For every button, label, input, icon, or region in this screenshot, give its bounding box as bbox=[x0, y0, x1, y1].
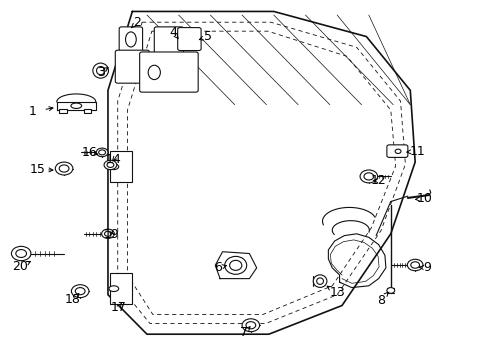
Circle shape bbox=[75, 288, 85, 295]
Bar bbox=[83, 109, 91, 113]
Text: 14: 14 bbox=[106, 153, 122, 166]
Text: 16: 16 bbox=[82, 146, 98, 159]
Ellipse shape bbox=[109, 164, 119, 170]
Ellipse shape bbox=[313, 275, 326, 287]
FancyBboxPatch shape bbox=[177, 28, 201, 50]
Ellipse shape bbox=[316, 278, 323, 284]
Ellipse shape bbox=[109, 286, 119, 292]
Circle shape bbox=[59, 165, 69, 172]
Ellipse shape bbox=[93, 63, 108, 78]
Text: 9: 9 bbox=[423, 261, 430, 274]
FancyBboxPatch shape bbox=[386, 145, 407, 157]
Circle shape bbox=[11, 246, 31, 261]
Text: 7: 7 bbox=[240, 326, 248, 339]
Text: 20: 20 bbox=[12, 260, 28, 273]
Circle shape bbox=[410, 262, 419, 268]
Bar bbox=[110, 273, 132, 304]
Text: 8: 8 bbox=[376, 294, 384, 307]
Circle shape bbox=[363, 173, 373, 180]
FancyBboxPatch shape bbox=[119, 27, 142, 52]
Text: 10: 10 bbox=[416, 192, 432, 205]
Text: 1: 1 bbox=[28, 105, 36, 118]
Circle shape bbox=[245, 321, 255, 329]
Ellipse shape bbox=[229, 260, 242, 270]
FancyBboxPatch shape bbox=[154, 27, 183, 56]
Text: 4: 4 bbox=[169, 27, 177, 40]
Circle shape bbox=[104, 231, 111, 236]
Circle shape bbox=[96, 148, 108, 157]
Text: 19: 19 bbox=[104, 228, 120, 241]
Circle shape bbox=[16, 249, 26, 257]
Circle shape bbox=[102, 229, 114, 238]
Circle shape bbox=[394, 149, 400, 153]
Text: 13: 13 bbox=[328, 287, 345, 300]
FancyBboxPatch shape bbox=[115, 50, 149, 83]
Bar bbox=[110, 151, 132, 182]
Circle shape bbox=[359, 170, 377, 183]
Bar bbox=[59, 109, 67, 113]
FancyBboxPatch shape bbox=[140, 52, 198, 92]
Circle shape bbox=[407, 259, 422, 271]
Circle shape bbox=[55, 162, 73, 175]
Circle shape bbox=[99, 150, 105, 155]
Circle shape bbox=[71, 285, 89, 298]
Circle shape bbox=[242, 319, 259, 332]
Ellipse shape bbox=[71, 103, 81, 108]
Ellipse shape bbox=[125, 32, 136, 47]
Text: 6: 6 bbox=[213, 261, 221, 274]
Text: 3: 3 bbox=[97, 66, 104, 79]
Ellipse shape bbox=[96, 67, 104, 75]
Ellipse shape bbox=[224, 256, 246, 274]
Text: 17: 17 bbox=[111, 301, 126, 314]
Text: 11: 11 bbox=[409, 145, 425, 158]
Text: 18: 18 bbox=[65, 293, 81, 306]
Circle shape bbox=[386, 288, 394, 293]
Text: 12: 12 bbox=[370, 174, 386, 187]
Text: 5: 5 bbox=[203, 30, 211, 43]
Text: 2: 2 bbox=[133, 16, 141, 29]
Text: 15: 15 bbox=[29, 163, 45, 176]
Circle shape bbox=[104, 160, 117, 170]
Circle shape bbox=[107, 162, 114, 167]
Ellipse shape bbox=[148, 65, 160, 80]
